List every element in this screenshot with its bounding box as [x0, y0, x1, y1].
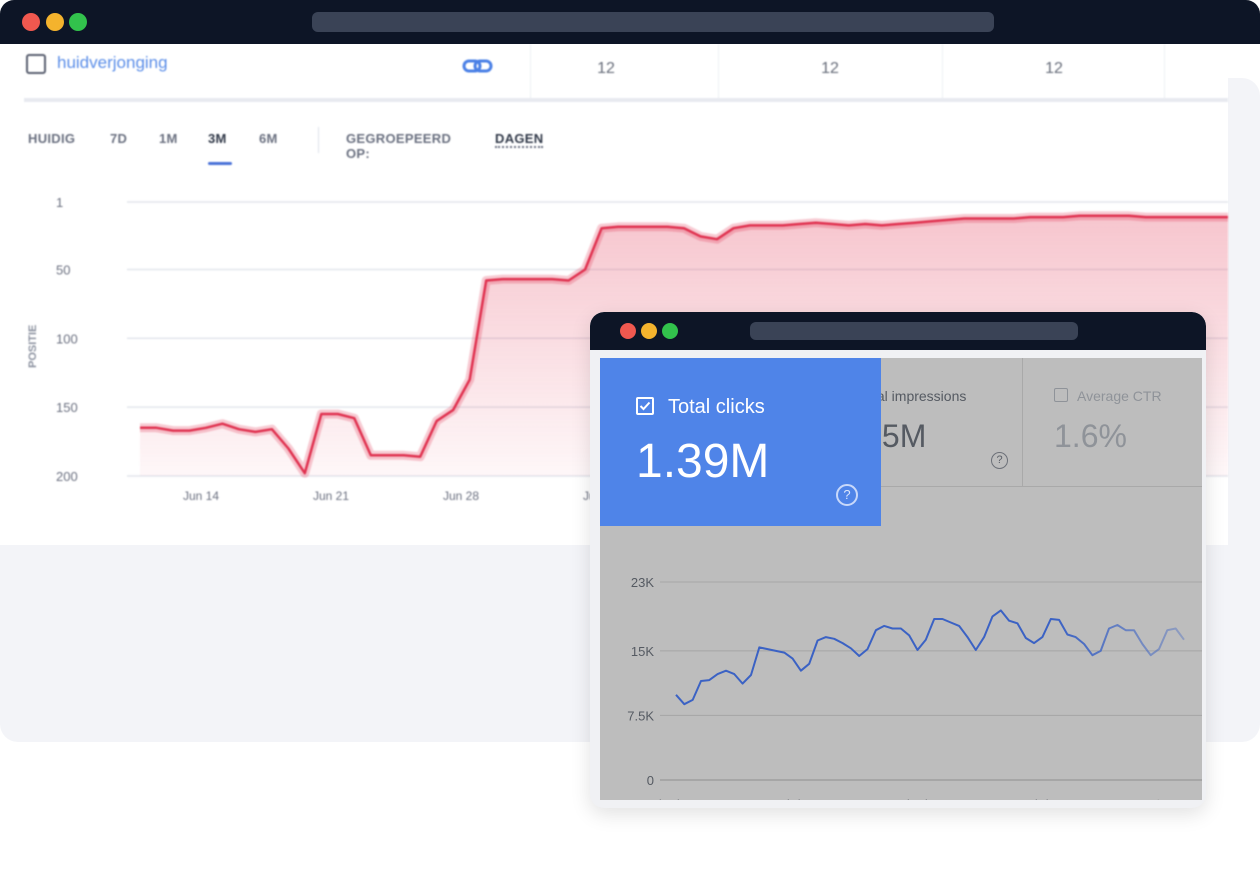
- y-tick-label: 100: [56, 331, 78, 346]
- minimize-icon[interactable]: [46, 13, 64, 31]
- series-line: [675, 609, 1185, 706]
- grouped-by-label: GEGROEPEERD OP:: [346, 131, 452, 161]
- x-tick-label: 5/4/20: [1026, 797, 1062, 800]
- column-divider: [530, 44, 531, 98]
- total-clicks-card[interactable]: Total clicks 1.39M ?: [600, 358, 881, 526]
- x-tick-label: Jun 21: [313, 489, 349, 503]
- x-tick-label: 4/4/20: [778, 797, 814, 800]
- help-icon[interactable]: ?: [991, 452, 1008, 469]
- row-value-2: 12: [821, 60, 839, 77]
- average-ctr-value: 1.6%: [1054, 418, 1127, 454]
- kpi-divider: [1022, 358, 1023, 486]
- column-divider: [1164, 44, 1165, 98]
- address-bar[interactable]: [312, 12, 994, 32]
- y-tick-label: 50: [56, 262, 70, 277]
- keyword-row[interactable]: huidverjonging 12 12 12: [24, 44, 1228, 102]
- y-tick-label: 7.5K: [627, 708, 654, 723]
- row-value-1: 12: [597, 60, 615, 77]
- front-window: tal impressions .5M ? Average CTR 1.6% T…: [590, 312, 1206, 808]
- address-bar[interactable]: [750, 322, 1078, 340]
- y-tick-label: 23K: [631, 575, 654, 590]
- x-tick-label: 3/20/20: [650, 797, 693, 800]
- keyword-link[interactable]: huidverjonging: [57, 53, 168, 72]
- x-tick-label: 5/1: [1148, 797, 1166, 800]
- active-tab-indicator: [208, 162, 232, 165]
- y-tick-label: 1: [56, 195, 63, 210]
- maximize-icon[interactable]: [69, 13, 87, 31]
- browser-titlebar: [0, 0, 1260, 44]
- grouped-by-dropdown[interactable]: DAGEN: [495, 131, 544, 148]
- total-impressions-value: .5M: [873, 418, 927, 454]
- y-tick-label: 15K: [631, 644, 654, 659]
- x-tick-label: Jun 14: [183, 489, 219, 503]
- tab-huidig[interactable]: HUIDIG: [28, 131, 76, 146]
- total-clicks-value: 1.39M: [636, 435, 770, 488]
- x-tick-label: Jun 28: [443, 489, 479, 503]
- maximize-icon[interactable]: [662, 323, 678, 339]
- minimize-icon[interactable]: [641, 323, 657, 339]
- y-tick-label: 0: [647, 773, 654, 788]
- link-icon[interactable]: [462, 56, 494, 76]
- total-clicks-label: Total clicks: [668, 396, 765, 418]
- tab-6m[interactable]: 6M: [259, 131, 278, 146]
- y-axis-label: POSITIE: [27, 325, 39, 368]
- help-icon[interactable]: ?: [836, 484, 858, 506]
- close-icon[interactable]: [620, 323, 636, 339]
- column-divider: [718, 44, 719, 98]
- clicks-chart: 0 7.5K 15K 23K 3/20/20 4/4/20 4/19/20 5/4/20 5/1: [627, 575, 1202, 800]
- average-ctr-checkbox[interactable]: [1054, 388, 1068, 402]
- close-icon[interactable]: [22, 13, 40, 31]
- performance-panel: tal impressions .5M ? Average CTR 1.6% T…: [600, 358, 1202, 800]
- series-line: [140, 214, 1228, 475]
- tab-1m[interactable]: 1M: [159, 131, 178, 146]
- y-tick-label: 200: [56, 469, 78, 484]
- tab-divider: [318, 127, 319, 153]
- checkmark-icon: [639, 401, 651, 411]
- front-titlebar: [590, 312, 1206, 350]
- y-tick-label: 150: [56, 400, 78, 415]
- x-tick-label: 4/19/20: [898, 797, 941, 800]
- keyword-checkbox[interactable]: [26, 54, 46, 74]
- column-divider: [942, 44, 943, 98]
- total-clicks-checkbox[interactable]: [636, 397, 654, 415]
- tab-3m[interactable]: 3M: [208, 131, 227, 146]
- kpi-divider: [881, 486, 1202, 487]
- total-impressions-label: tal impressions: [873, 388, 967, 404]
- row-value-3: 12: [1045, 60, 1063, 77]
- average-ctr-label: Average CTR: [1077, 388, 1162, 404]
- tab-7d[interactable]: 7D: [110, 131, 128, 146]
